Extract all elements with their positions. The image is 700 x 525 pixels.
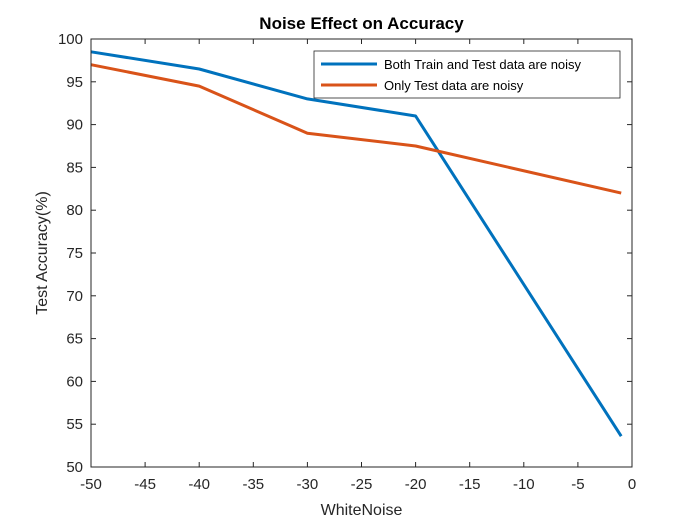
- x-tick-label: 0: [628, 476, 636, 493]
- series-line-test-noisy: [90, 63, 622, 195]
- x-tick-label: -20: [405, 476, 427, 493]
- x-tick-label: -40: [188, 476, 210, 493]
- y-tick-label: 75: [66, 245, 83, 262]
- legend-label-test-noisy: Only Test data are noisy: [384, 78, 524, 93]
- y-axis-label: Test Accuracy(%): [34, 191, 51, 315]
- y-tick-label: 80: [66, 202, 83, 219]
- series-layer: [90, 50, 623, 438]
- x-tick-label: -15: [459, 476, 481, 493]
- x-axis-label: WhiteNoise: [321, 502, 403, 519]
- x-tick-label: -25: [351, 476, 373, 493]
- tick-layer: -50 -45 -40 -35 -30 -25 -20 -15 -10 -5 05055606570…: [58, 31, 636, 493]
- y-tick-label: 50: [66, 459, 83, 476]
- chart-title: Noise Effect on Accuracy: [259, 14, 464, 33]
- y-tick-label: 70: [66, 288, 83, 305]
- plot-area: [91, 39, 632, 467]
- y-tick-label: 95: [66, 74, 83, 91]
- legend-label-both-noisy: Both Train and Test data are noisy: [384, 57, 582, 72]
- y-tick-label: 55: [66, 416, 83, 433]
- x-tick-label: -5: [571, 476, 584, 493]
- x-tick-label: -45: [134, 476, 156, 493]
- legend: Both Train and Test data are noisy Only …: [313, 50, 621, 99]
- legend-box: [313, 50, 621, 99]
- x-tick-label: -35: [242, 476, 264, 493]
- x-tick-label: -50: [80, 476, 102, 493]
- x-tick-label: -10: [513, 476, 535, 493]
- series-line-both-noisy: [90, 50, 623, 438]
- y-tick-label: 85: [66, 159, 83, 176]
- y-tick-label: 65: [66, 331, 83, 348]
- x-tick-label: -30: [297, 476, 319, 493]
- y-tick-label: 100: [58, 31, 83, 48]
- y-tick-label: 60: [66, 373, 83, 390]
- y-tick-label: 90: [66, 117, 83, 134]
